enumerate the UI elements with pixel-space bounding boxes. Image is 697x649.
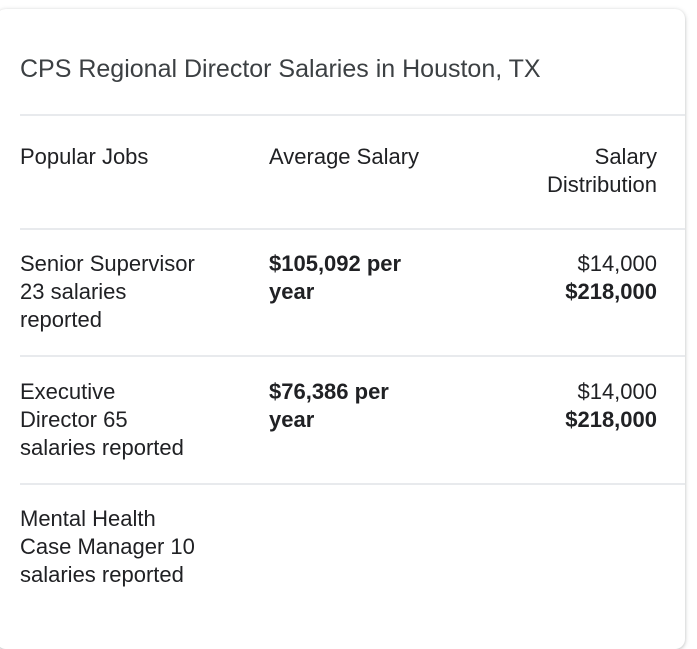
column-header-salary-distribution-line1: Salary bbox=[594, 144, 657, 169]
card-title: CPS Regional Director Salaries in Housto… bbox=[20, 55, 541, 83]
salary-line: year bbox=[269, 407, 315, 432]
job-title-line: Mental Health bbox=[20, 506, 156, 531]
column-header-average-salary: Average Salary bbox=[269, 144, 420, 169]
title-divider bbox=[20, 114, 685, 116]
table-row-2-distribution: $14,000 $218,000 bbox=[480, 378, 657, 434]
salary-line: $105,092 per bbox=[269, 251, 402, 276]
job-title-line: reported bbox=[20, 307, 102, 332]
header-divider bbox=[20, 228, 685, 230]
job-title-line: Case Manager 10 bbox=[20, 534, 195, 559]
column-header-salary-distribution: Salary Distribution bbox=[480, 143, 657, 199]
distribution-low: $14,000 bbox=[577, 251, 657, 276]
row-divider bbox=[20, 483, 685, 485]
job-title-line: salaries reported bbox=[20, 562, 184, 587]
row-divider bbox=[20, 355, 685, 357]
table-row-1-distribution: $14,000 $218,000 bbox=[480, 250, 657, 306]
distribution-high: $218,000 bbox=[565, 407, 657, 432]
job-title-line: 23 salaries bbox=[20, 279, 127, 304]
column-header-salary-distribution-line2: Distribution bbox=[546, 172, 657, 197]
job-title-line: Senior Supervisor bbox=[20, 251, 195, 276]
table-row-2-job[interactable]: Executive Director 65 salaries reported bbox=[20, 378, 184, 462]
job-title-line: Director 65 bbox=[20, 407, 128, 432]
job-title-line: salaries reported bbox=[20, 435, 184, 460]
job-title-line: Executive bbox=[20, 379, 116, 404]
table-row-1-average-salary: $105,092 per year bbox=[269, 250, 401, 306]
salary-line: $76,386 per bbox=[269, 379, 389, 404]
distribution-low: $14,000 bbox=[577, 379, 657, 404]
table-row-3-job[interactable]: Mental Health Case Manager 10 salaries r… bbox=[20, 505, 195, 589]
column-header-popular-jobs: Popular Jobs bbox=[20, 144, 149, 169]
distribution-high: $218,000 bbox=[565, 279, 657, 304]
table-row-1-job[interactable]: Senior Supervisor 23 salaries reported bbox=[20, 250, 195, 334]
table-row-2-average-salary: $76,386 per year bbox=[269, 378, 389, 434]
salary-line: year bbox=[269, 279, 315, 304]
